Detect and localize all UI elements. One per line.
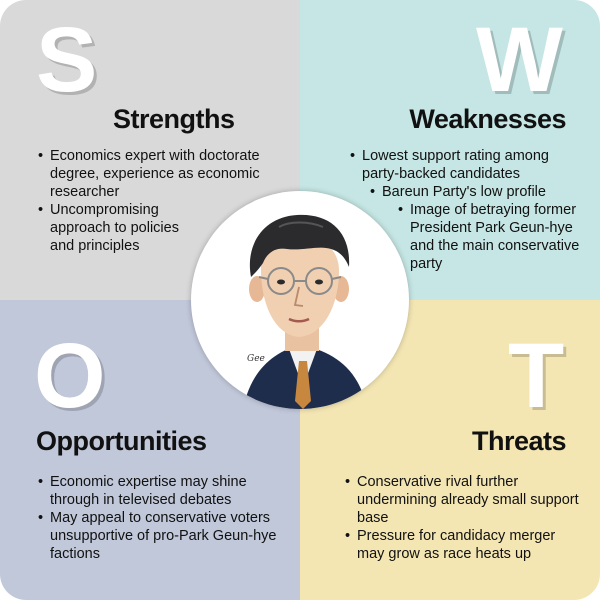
opportunities-list: Economic expertise may shine through in … bbox=[38, 473, 288, 563]
caricature-illustration: Gee bbox=[243, 214, 367, 409]
list-item: Economics expert with doctorate degree, … bbox=[38, 147, 283, 201]
strengths-title: Strengths bbox=[113, 104, 235, 134]
threats-letter: T bbox=[508, 325, 565, 427]
list-item: Conservative rival further undermining a… bbox=[345, 473, 585, 527]
candidate-portrait: Gee bbox=[191, 191, 409, 409]
list-item: Economic expertise may shine through in … bbox=[38, 473, 288, 509]
opportunities-title: Opportunities bbox=[36, 426, 207, 456]
list-item: Image of betraying former President Park… bbox=[398, 201, 590, 273]
threats-title: Threats bbox=[471, 426, 567, 456]
list-item: Lowest support rating among party-backed… bbox=[350, 147, 590, 183]
list-item: Pressure for candidacy merger may grow a… bbox=[345, 527, 585, 563]
opportunities-letter: O bbox=[34, 325, 106, 427]
list-item: Uncompromising approach to policies and … bbox=[38, 201, 180, 255]
weaknesses-letter: W bbox=[476, 9, 563, 111]
threats-list: Conservative rival further undermining a… bbox=[345, 473, 585, 563]
strengths-letter: S bbox=[36, 9, 98, 111]
artist-signature: Gee bbox=[247, 354, 265, 364]
list-item: May appeal to conservative voters unsupp… bbox=[38, 509, 288, 563]
weaknesses-list: Lowest support rating among party-backed… bbox=[350, 147, 590, 273]
strengths-list: Economics expert with doctorate degree, … bbox=[38, 147, 283, 255]
list-item: Bareun Party's low profile bbox=[370, 183, 590, 201]
weaknesses-title: Weaknesses bbox=[409, 104, 566, 134]
